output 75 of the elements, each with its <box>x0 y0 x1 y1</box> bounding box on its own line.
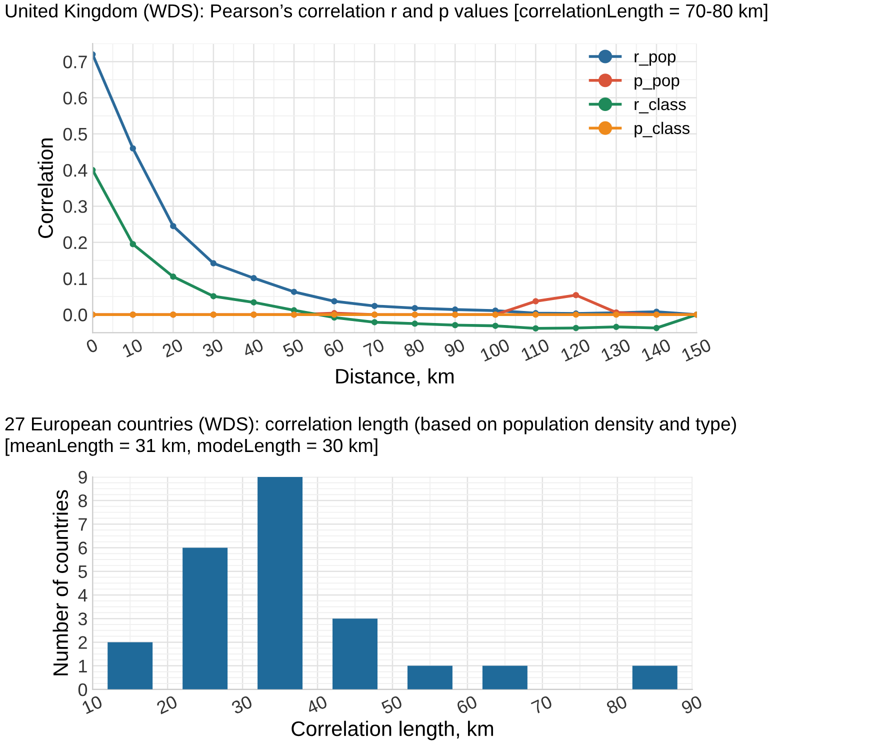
y-tick-label: 0.7 <box>63 56 87 68</box>
y-tick-label: 0.5 <box>63 128 87 141</box>
x-tick-label: 10 <box>122 338 144 358</box>
x-tick-label: 80 <box>606 695 628 714</box>
x-tick-label: 140 <box>640 338 672 362</box>
y-tick-label: 5 <box>78 565 87 578</box>
y-tick-label: 1 <box>79 660 87 672</box>
x-tick-label: 60 <box>322 338 345 358</box>
point <box>170 222 176 230</box>
point <box>532 298 539 304</box>
point <box>412 304 418 312</box>
y-tick-label: 0.0 <box>63 308 88 322</box>
y-tick-label: 3 <box>78 612 87 626</box>
x-tick-label: 90 <box>443 338 466 358</box>
point <box>412 320 418 327</box>
x-tick-label: 110 <box>520 338 550 362</box>
x-tick-label: 80 <box>403 338 426 358</box>
y-tick-label: 2 <box>78 636 87 649</box>
x-tick-label: 50 <box>380 695 403 714</box>
x-tick-label: 130 <box>600 338 632 362</box>
x-tick-label: 30 <box>202 338 224 358</box>
legend-label: r_pop <box>634 53 676 66</box>
x-tick-label: 10 <box>81 695 104 714</box>
y-tick-label: 0.6 <box>63 92 87 104</box>
point <box>613 324 620 330</box>
point <box>250 274 257 282</box>
point <box>130 241 136 248</box>
point <box>210 293 217 300</box>
point <box>210 260 217 266</box>
y-tick-label: 8 <box>78 494 87 508</box>
legend-label: p_class <box>634 122 690 138</box>
x-tick-label: 70 <box>362 338 386 358</box>
point <box>331 298 338 304</box>
point <box>572 324 580 332</box>
point <box>170 274 176 280</box>
x-tick-label: 40 <box>305 695 328 715</box>
x-tick-label: 120 <box>560 338 592 362</box>
point <box>452 322 458 328</box>
x-tick-label: 50 <box>282 338 305 358</box>
point <box>290 288 298 295</box>
x-tick-label: 40 <box>242 338 264 358</box>
x-tick-label: 60 <box>456 695 478 714</box>
y-tick-label: 0.4 <box>63 164 88 177</box>
y-tick-label: 0.2 <box>63 236 87 250</box>
y-tick-label: 0.3 <box>63 200 87 213</box>
point <box>371 302 378 310</box>
y-axis-title: Correlation <box>38 138 53 238</box>
y-tick-label: 4 <box>78 589 88 602</box>
y-tick-label: 9 <box>78 470 87 484</box>
y-tick-label: 7 <box>78 518 87 531</box>
chart-title: United Kingdom (WDS): Pearson’s correlation r and p values [correlationLength = 70-80 km] <box>6 4 768 22</box>
x-tick-label: 20 <box>156 695 178 714</box>
x-tick-label: 90 <box>680 695 703 714</box>
x-tick-label: 100 <box>480 338 510 362</box>
legend-label: p_pop <box>634 77 680 90</box>
point <box>130 145 136 152</box>
x-tick-label: 20 <box>162 338 184 358</box>
point <box>532 325 539 332</box>
point <box>452 306 458 313</box>
x-axis-title: Correlation length, km <box>292 720 494 740</box>
point <box>492 322 499 329</box>
y-tick-label: 6 <box>78 542 87 554</box>
point <box>371 319 378 326</box>
legend-label: r_class <box>634 98 686 114</box>
y-tick-label: 0 <box>78 683 88 696</box>
x-axis-title: Distance, km <box>336 368 454 386</box>
point <box>250 299 257 306</box>
y-tick-label: 0.1 <box>63 272 87 286</box>
point <box>653 324 660 332</box>
y-axis-title: Number of countries <box>52 490 68 676</box>
chart-title: 27 European countries (WDS): correlation length (based on population density and type) [meanLength = 31 km, modeLength = 30 km] <box>5 416 736 456</box>
x-tick-label: 150 <box>681 338 712 362</box>
x-tick-label: 30 <box>230 695 254 714</box>
point <box>572 292 580 298</box>
x-tick-label: 70 <box>530 695 553 714</box>
